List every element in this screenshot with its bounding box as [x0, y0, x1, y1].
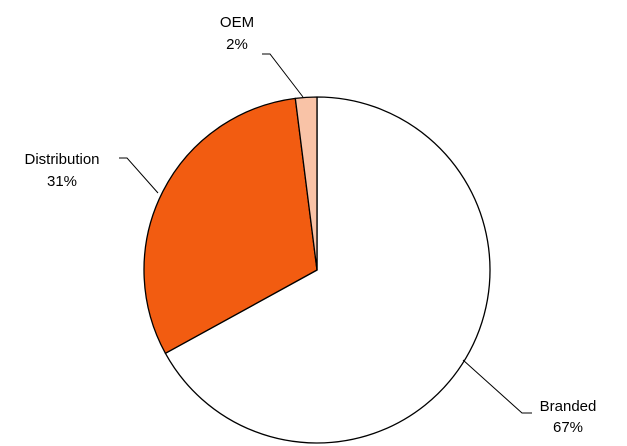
pie-slice-oem [294, 96, 318, 271]
pie-slice-distribution [143, 97, 318, 354]
leader-line-oem [262, 53, 304, 98]
leader-line-distribution [119, 157, 159, 194]
slice-label-branded: Branded [540, 398, 597, 415]
slice-label-oem: OEM [220, 14, 254, 31]
pie-slice-branded [164, 96, 491, 444]
slice-label-distribution: Distribution [24, 151, 99, 168]
slice-value-distribution: 31% [47, 173, 77, 190]
slice-value-branded: 67% [553, 419, 583, 436]
leader-line-branded [462, 359, 532, 414]
pie-slices [143, 96, 491, 444]
slice-value-oem: 2% [226, 36, 248, 53]
slice-labels: Branded 67% Distribution 31% OEM 2% [24, 14, 596, 436]
leader-lines [119, 53, 532, 414]
